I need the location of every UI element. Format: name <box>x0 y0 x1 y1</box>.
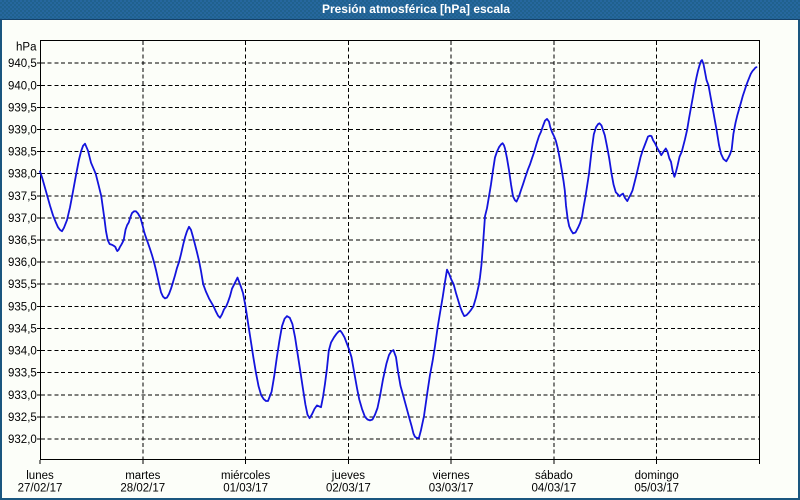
svg-text:lunes: lunes <box>26 470 54 482</box>
svg-text:viernes: viernes <box>433 470 470 482</box>
svg-text:939,0: 939,0 <box>8 125 37 137</box>
svg-text:03/03/17: 03/03/17 <box>429 483 474 495</box>
svg-text:28/02/17: 28/02/17 <box>120 483 165 495</box>
svg-text:sábado: sábado <box>535 470 573 482</box>
svg-text:04/03/17: 04/03/17 <box>532 483 577 495</box>
svg-text:934,0: 934,0 <box>8 346 37 358</box>
svg-text:938,0: 938,0 <box>8 169 37 181</box>
svg-text:935,0: 935,0 <box>8 301 37 313</box>
svg-text:932,0: 932,0 <box>8 434 37 446</box>
svg-text:940,0: 940,0 <box>8 80 37 92</box>
svg-text:938,5: 938,5 <box>8 147 37 159</box>
svg-text:domingo: domingo <box>635 470 679 482</box>
svg-text:934,5: 934,5 <box>8 324 37 336</box>
svg-text:940,5: 940,5 <box>8 58 37 70</box>
svg-text:936,5: 936,5 <box>8 235 37 247</box>
svg-text:939,5: 939,5 <box>8 102 37 114</box>
svg-text:01/03/17: 01/03/17 <box>223 483 268 495</box>
svg-text:miércoles: miércoles <box>221 470 270 482</box>
svg-text:02/03/17: 02/03/17 <box>326 483 371 495</box>
svg-text:935,5: 935,5 <box>8 279 37 291</box>
svg-text:martes: martes <box>125 470 160 482</box>
svg-text:933,0: 933,0 <box>8 390 37 402</box>
svg-text:05/03/17: 05/03/17 <box>634 483 679 495</box>
svg-text:hPa: hPa <box>16 42 37 54</box>
svg-text:jueves: jueves <box>331 470 365 482</box>
svg-text:933,5: 933,5 <box>8 368 37 380</box>
svg-text:937,0: 937,0 <box>8 213 37 225</box>
svg-text:936,0: 936,0 <box>8 257 37 269</box>
svg-text:27/02/17: 27/02/17 <box>18 483 63 495</box>
svg-text:932,5: 932,5 <box>8 412 37 424</box>
svg-text:937,5: 937,5 <box>8 191 37 203</box>
